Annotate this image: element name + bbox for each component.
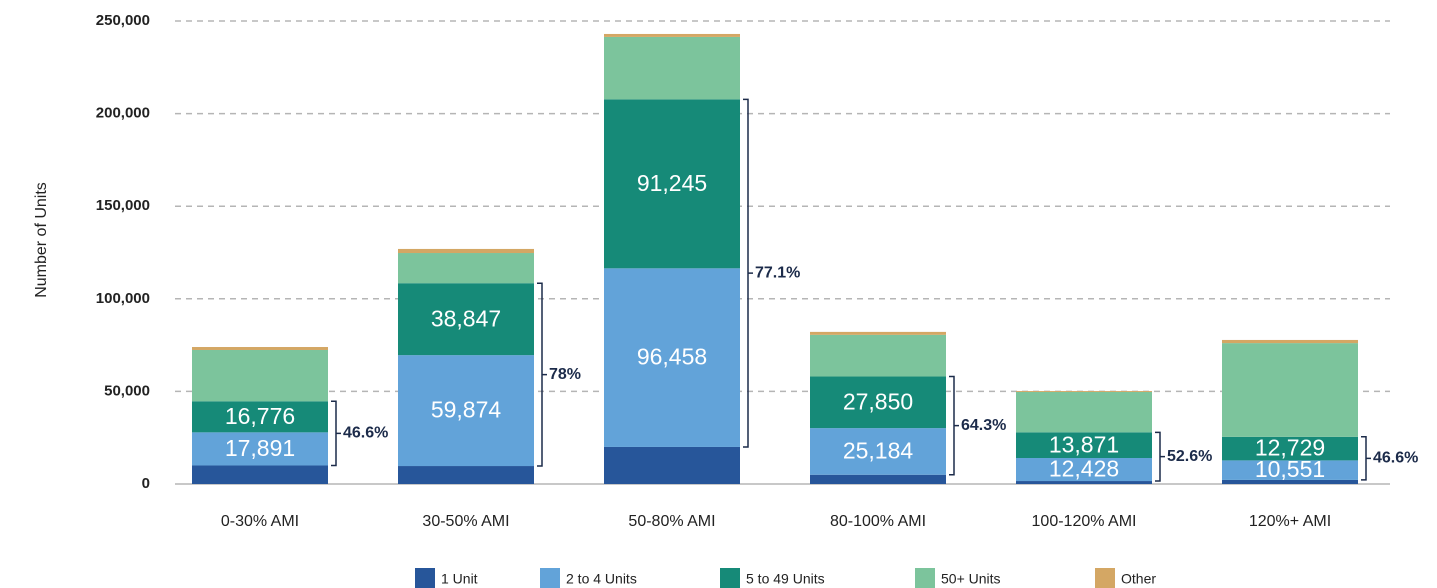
bracket xyxy=(1361,436,1371,481)
bar-segment xyxy=(1222,436,1358,461)
bracket xyxy=(743,98,753,448)
value-label: 12,729 xyxy=(1255,435,1325,461)
y-tick-label: 150,000 xyxy=(96,197,150,214)
bar-segment xyxy=(604,36,740,100)
bar-segment xyxy=(398,355,534,467)
bar-segment xyxy=(810,334,946,377)
x-tick-label: 100-120% AMI xyxy=(1032,513,1137,530)
value-label: 59,874 xyxy=(431,397,502,423)
y-tick-label: 250,000 xyxy=(96,12,150,29)
value-label: 10,551 xyxy=(1255,456,1325,482)
legend-label: 2 to 4 Units xyxy=(566,571,637,587)
bar-segment xyxy=(810,331,946,335)
bar-segment xyxy=(192,349,328,402)
bar-segment xyxy=(810,474,946,484)
bracket xyxy=(331,400,341,467)
bar-segment xyxy=(192,401,328,433)
bar-segment xyxy=(398,283,534,356)
value-label: 25,184 xyxy=(843,437,914,463)
bracket xyxy=(537,282,547,467)
bracket xyxy=(1155,431,1165,482)
annotation: 52.6% xyxy=(1167,448,1212,465)
bar-segment xyxy=(1016,391,1152,433)
y-tick-label: 50,000 xyxy=(104,382,150,399)
legend-swatch xyxy=(540,568,560,588)
bar-segment xyxy=(1222,479,1358,484)
bar-segment xyxy=(192,465,328,484)
legend-label: Other xyxy=(1121,571,1156,587)
value-label: 96,458 xyxy=(637,344,707,370)
legend-swatch xyxy=(415,568,435,588)
value-label: 91,245 xyxy=(637,170,707,196)
y-tick-label: 100,000 xyxy=(96,290,150,307)
y-tick-label: 0 xyxy=(142,475,150,492)
x-tick-label: 120%+ AMI xyxy=(1249,513,1331,530)
legend-swatch xyxy=(915,568,935,588)
legend-label: 5 to 49 Units xyxy=(746,571,825,587)
bar-segment xyxy=(1222,339,1358,344)
bar-segment xyxy=(1016,481,1152,484)
legend-swatch xyxy=(1095,568,1115,588)
value-label: 38,847 xyxy=(431,305,501,331)
annotation: 46.6% xyxy=(1373,450,1418,467)
x-tick-label: 80-100% AMI xyxy=(830,513,926,530)
annotation: 46.6% xyxy=(343,425,388,442)
value-label: 27,850 xyxy=(843,388,913,414)
bar-segment xyxy=(604,268,740,447)
annotation: 64.3% xyxy=(961,417,1006,434)
bar-segment xyxy=(810,376,946,429)
bar-segment xyxy=(398,253,534,284)
x-tick-label: 50-80% AMI xyxy=(628,513,715,530)
annotation: 77.1% xyxy=(755,264,800,281)
bar-segment xyxy=(192,432,328,466)
legend-label: 1 Unit xyxy=(441,571,478,587)
annotation: 78% xyxy=(549,366,581,383)
bar-segment xyxy=(604,99,740,269)
value-label: 17,891 xyxy=(225,435,295,461)
value-label: 12,428 xyxy=(1049,456,1119,482)
y-axis-label: Number of Units xyxy=(33,182,50,298)
bar-segment xyxy=(1016,391,1152,392)
bar-segment xyxy=(604,446,740,484)
legend-swatch xyxy=(720,568,740,588)
x-tick-label: 30-50% AMI xyxy=(422,513,509,530)
x-tick-label: 0-30% AMI xyxy=(221,513,299,530)
legend-label: 50+ Units xyxy=(941,571,1001,587)
bar-segment xyxy=(398,466,534,484)
bracket xyxy=(949,375,959,476)
bar-segment xyxy=(810,428,946,475)
value-label: 13,871 xyxy=(1049,431,1119,457)
bar-segment xyxy=(604,33,740,37)
bar-segment xyxy=(1016,432,1152,459)
value-label: 16,776 xyxy=(225,403,295,429)
bar-segment xyxy=(1222,343,1358,437)
bar-segment xyxy=(1016,458,1152,482)
bar-segment xyxy=(398,248,534,254)
y-tick-label: 200,000 xyxy=(96,105,150,122)
bar-segment xyxy=(192,347,328,350)
bar-segment xyxy=(1222,460,1358,480)
